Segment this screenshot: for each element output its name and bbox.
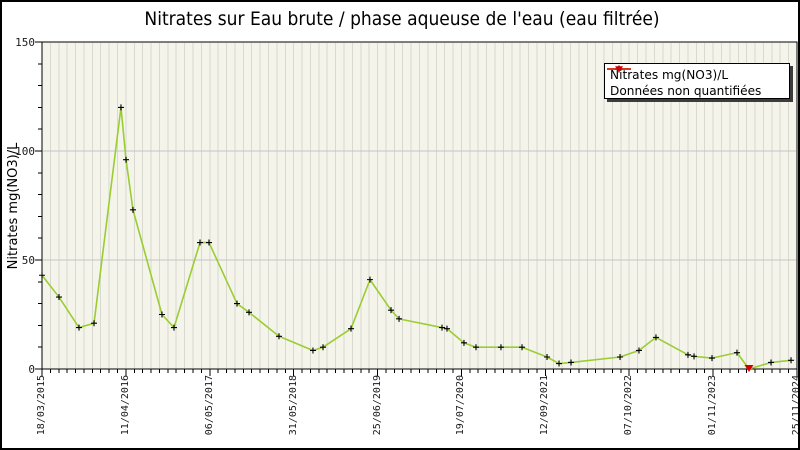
data-point-marker [348,325,355,332]
y-tick-label: 100 [15,145,35,158]
x-tick-label: 11/04/2016 [119,375,131,436]
x-tick-label: 18/03/2015 [36,375,47,436]
x-tick-label: 31/05/2018 [287,375,299,436]
data-point-marker [197,239,204,246]
data-point-marker [691,353,698,360]
chart-title: Nitrates sur Eau brute / phase aqueuse d… [144,8,660,30]
data-point-marker [768,359,775,366]
data-point-marker [497,344,504,351]
data-point-marker [556,360,563,367]
data-point-marker [684,351,691,358]
legend-entry-non-quantified: Données non quantifiées [607,66,785,98]
x-tick-label: 07/10/2022 [623,375,635,436]
data-point-marker [320,344,327,351]
data-point-marker [170,324,177,331]
data-point-marker [460,339,467,346]
x-tick-label: 25/06/2019 [371,375,383,436]
data-point-marker [129,206,136,213]
x-tick-label: 01/11/2023 [707,375,719,436]
x-tick-label: 25/11/2024 [791,375,800,436]
data-point-marker [438,324,445,331]
data-point-marker [309,347,316,354]
legend-label: Données non quantifiées [610,82,762,98]
data-point-marker [206,239,213,246]
non-quantified-marker [744,365,754,372]
data-point-marker [388,307,395,314]
data-point-marker [568,359,575,366]
legend-label: Nitrates mg(NO3)/L [610,66,729,82]
x-tick-label: 12/09/2021 [539,375,551,436]
triangle-down-icon [607,66,631,73]
data-point-marker [91,320,98,327]
data-point-marker [472,344,479,351]
data-point-marker [234,300,241,307]
data-point-marker [39,272,45,279]
data-point-marker [75,324,82,331]
data-point-marker [544,354,551,361]
data-point-marker [117,104,124,111]
data-point-marker [366,276,373,283]
x-tick-label: 06/05/2017 [203,375,215,436]
data-point-marker [123,156,130,163]
data-point-marker [396,315,403,322]
y-tick-label: 150 [15,36,35,49]
data-point-marker [788,357,795,364]
data-point-marker [635,347,642,354]
data-point-marker [617,354,624,361]
data-point-marker [519,344,526,351]
plot-frame [41,41,798,370]
data-point-marker [275,333,282,340]
y-tick-label: 0 [28,363,35,376]
y-tick-label: 50 [21,254,35,267]
data-point-marker [733,349,740,356]
data-point-marker [158,311,165,318]
legend: Nitrates mg(NO3)/L Données non quantifié… [604,63,790,99]
x-tick-label: 19/07/2020 [455,375,467,436]
data-point-marker [652,334,659,341]
data-point-marker [443,325,450,332]
legend-entry-nitrates: Nitrates mg(NO3)/L [607,65,785,82]
data-point-marker [55,294,62,301]
data-point-marker [708,355,715,362]
data-point-marker [246,309,253,316]
